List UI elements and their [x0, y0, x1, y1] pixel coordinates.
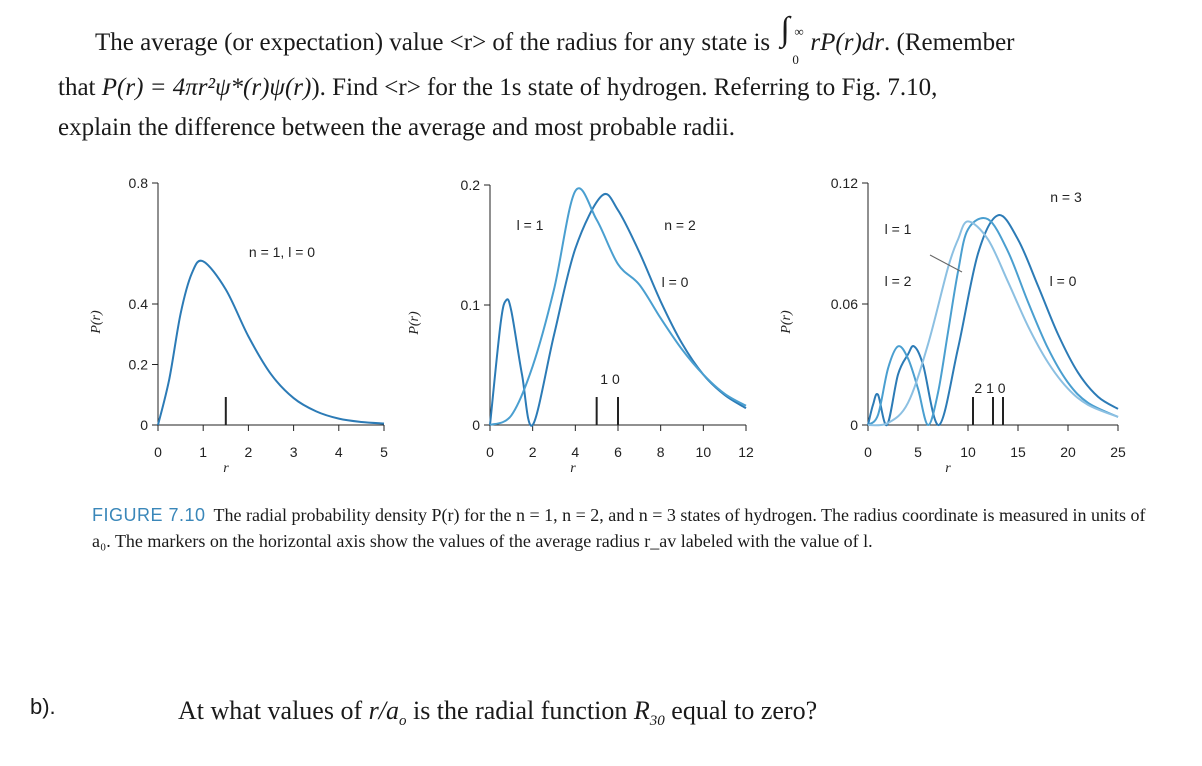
- curve-annotation-2: l = 0: [662, 274, 689, 290]
- question-a-line-2-lead: that: [58, 74, 102, 101]
- question-b: At what values of r/ao is the radial fun…: [178, 696, 818, 730]
- x-axis-label-1: r: [223, 461, 229, 476]
- curve-n3-l0: [867, 214, 1119, 427]
- curve-annotation-3: l = 1: [885, 221, 912, 237]
- figure-7-10-plots: 0 1 2 3 4 500.20.40.8rP(r)n = 1, l = 00 2 4 6 8 10…: [89, 175, 1126, 476]
- y-tick-label-1: 0.8: [129, 175, 149, 191]
- y-axis-label-2: P(r): [407, 311, 422, 336]
- x-tick-label-2: 4: [571, 444, 579, 460]
- x-axis-label-3: r: [945, 461, 951, 476]
- x-tick-label-1: 0: [154, 444, 162, 460]
- x-tick-label-2: 0: [486, 444, 494, 460]
- question-a-line-3: explain the difference between the avera…: [58, 114, 736, 141]
- y-axis-label-3: P(r): [779, 310, 794, 335]
- y-axis-label-1: P(r): [89, 310, 104, 335]
- integral-sign: ∫ ∞ 0: [776, 11, 810, 67]
- y-tick-label-1: 0.2: [129, 357, 149, 373]
- x-tick-label-2: 2: [529, 444, 537, 460]
- x-tick-label-1: 1: [199, 444, 207, 460]
- figure-caption-label: FIGURE 7.10: [92, 505, 206, 525]
- question-b-lead: At what values of: [178, 696, 369, 725]
- curve-annotation-2: l = 1: [517, 217, 544, 233]
- curve-n3-l2: [867, 220, 1119, 427]
- x-tick-label-3: 15: [1010, 444, 1026, 460]
- x-tick-label-3: 0: [864, 444, 872, 460]
- x-tick-label-1: 2: [245, 444, 253, 460]
- question-b-ratio-sub: o: [398, 713, 407, 730]
- avg-radius-marker-labels-2: 1 0: [600, 371, 620, 387]
- y-tick-label-3: 0: [850, 417, 858, 433]
- y-tick-label-1: 0.4: [129, 296, 149, 312]
- x-tick-label-2: 12: [738, 444, 754, 460]
- y-tick-label-2: 0.1: [461, 297, 481, 313]
- annotation-leader-line: [929, 254, 963, 273]
- curve-n3-l1: [867, 217, 1119, 426]
- question-a-line-1: The average (or expectation) value <r> o…: [95, 11, 1015, 67]
- question-a-line-1-tail: . (Remember: [884, 29, 1015, 56]
- question-b-ratio: r/a: [368, 696, 399, 725]
- x-tick-label-2: 10: [696, 444, 712, 460]
- curve-annotation-3: l = 0: [1050, 273, 1077, 289]
- curve-n2-l0: [489, 193, 747, 427]
- x-tick-label-3: 10: [960, 444, 976, 460]
- figure-caption-text: The radial probability density P(r) for …: [92, 505, 1146, 551]
- integral-upper-bound: ∞: [794, 24, 804, 39]
- x-tick-label-3: 5: [914, 444, 922, 460]
- y-tick-label-1: 0: [140, 417, 148, 433]
- curve-annotation-2: n = 2: [664, 217, 696, 233]
- x-tick-label-1: 5: [380, 444, 388, 460]
- y-tick-label-2: 0: [472, 417, 480, 433]
- curve-n1-l0: [157, 259, 385, 426]
- integrand: rP(r)dr: [810, 29, 884, 56]
- question-a-line-2: that P(r) = 4πr²ψ*(r)ψ(r)). Find <r> for…: [58, 68, 937, 108]
- question-b-function-sub: 30: [649, 713, 665, 730]
- x-tick-label-2: 8: [657, 444, 665, 460]
- question-a-line-1-lead: The average (or expectation) value <r> o…: [95, 29, 777, 56]
- avg-radius-marker-labels-3: 2 1 0: [974, 380, 1005, 396]
- y-tick-label-3: 0.06: [831, 296, 858, 312]
- figure-caption: FIGURE 7.10 The radial probability densit…: [92, 502, 1152, 554]
- integral-lower-bound: 0: [792, 52, 799, 67]
- part-b-label: b).: [30, 694, 56, 719]
- question-b-tail: equal to zero?: [664, 696, 818, 725]
- x-axis-label-2: r: [570, 461, 576, 476]
- x-tick-label-1: 4: [335, 444, 343, 460]
- question-a-line-2-tail: ). Find <r> for the 1s state of hydrogen…: [311, 74, 938, 101]
- curve-annotation-3: l = 2: [885, 273, 912, 289]
- question-b-mid: is the radial function: [406, 696, 634, 725]
- curve-annotation-3: n = 3: [1050, 189, 1082, 205]
- question-b-function: R: [633, 696, 650, 725]
- y-tick-label-3: 0.12: [831, 175, 858, 191]
- x-tick-label-3: 20: [1060, 444, 1076, 460]
- x-tick-label-3: 25: [1110, 444, 1126, 460]
- x-tick-label-1: 3: [290, 444, 298, 460]
- curve-n2-l1: [489, 187, 747, 426]
- y-tick-label-2: 0.2: [461, 177, 481, 193]
- x-tick-label-2: 6: [614, 444, 622, 460]
- curve-annotation-1: n = 1, l = 0: [249, 244, 315, 260]
- probability-density-formula: P(r) = 4πr²ψ*(r)ψ(r): [101, 74, 312, 101]
